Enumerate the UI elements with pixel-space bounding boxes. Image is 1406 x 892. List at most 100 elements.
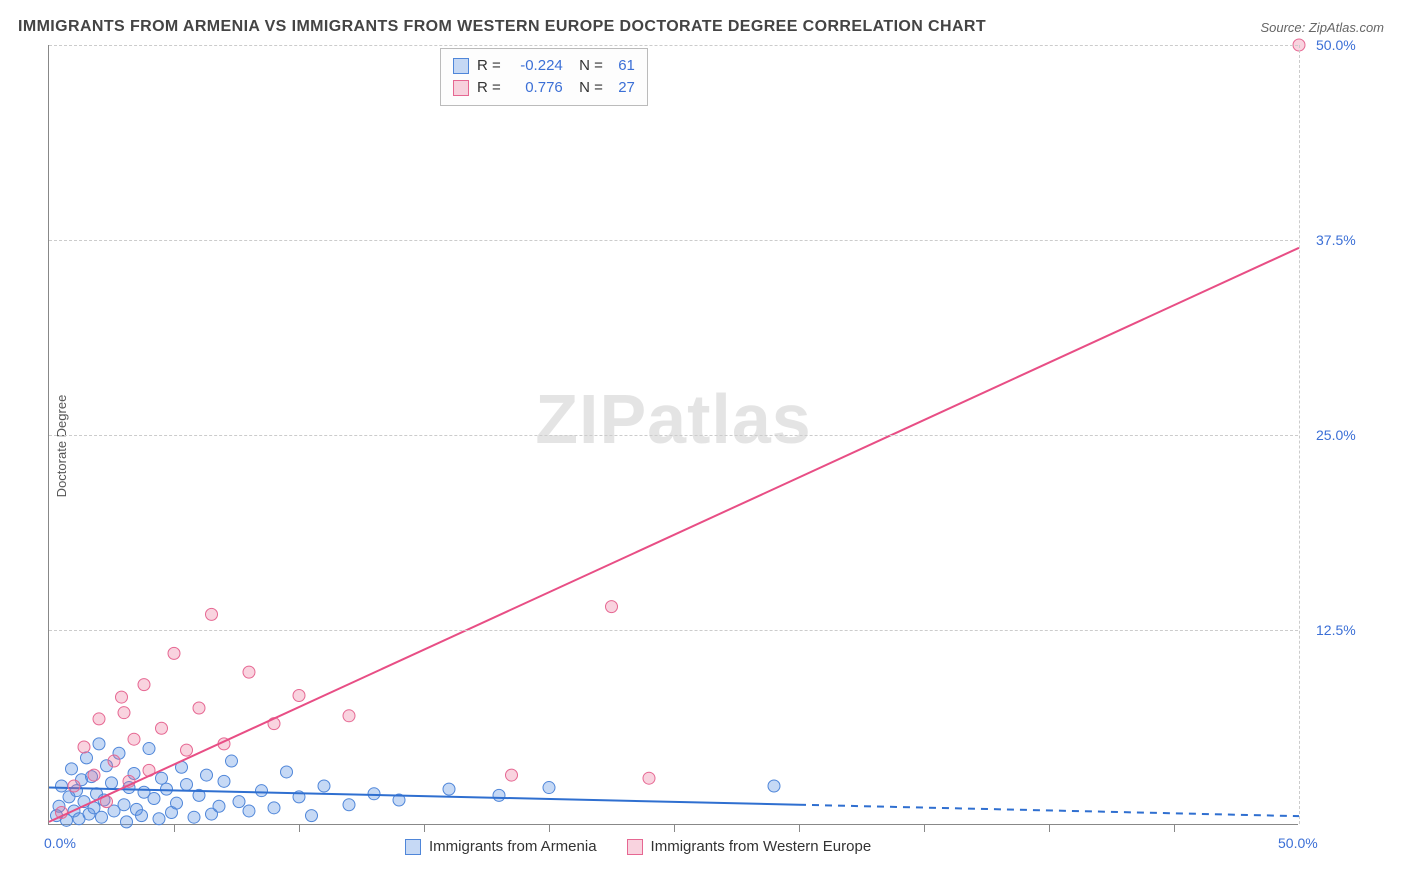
data-point <box>88 769 100 781</box>
legend-n-label: N = <box>571 55 603 77</box>
x-tick <box>299 825 300 832</box>
legend-row: R = 0.776 N = 27 <box>453 77 635 99</box>
trend-line <box>49 788 799 805</box>
source-attribution: Source: ZipAtlas.com <box>1260 20 1384 35</box>
gridline-v <box>1299 45 1300 824</box>
data-point <box>233 796 245 808</box>
legend-swatch <box>405 839 421 855</box>
y-tick-label: 25.0% <box>1316 427 1356 443</box>
data-point <box>156 722 168 734</box>
data-point <box>116 691 128 703</box>
data-point <box>96 811 108 823</box>
data-point <box>148 792 160 804</box>
series-legend-label: Immigrants from Armenia <box>429 838 597 855</box>
data-point <box>143 743 155 755</box>
gridline-h <box>49 240 1298 241</box>
data-point <box>318 780 330 792</box>
legend-n-value: 61 <box>611 55 635 77</box>
data-point <box>106 777 118 789</box>
data-point <box>368 788 380 800</box>
data-point <box>188 811 200 823</box>
data-point <box>201 769 213 781</box>
legend-swatch <box>453 80 469 96</box>
data-point <box>306 810 318 822</box>
x-max-label: 50.0% <box>1278 835 1318 851</box>
data-point <box>66 763 78 775</box>
chart-title: IMMIGRANTS FROM ARMENIA VS IMMIGRANTS FR… <box>18 18 986 36</box>
data-point <box>93 738 105 750</box>
legend-r-label: R = <box>477 77 501 99</box>
data-point <box>268 802 280 814</box>
data-point <box>171 797 183 809</box>
data-point <box>281 766 293 778</box>
data-point <box>118 799 130 811</box>
x-tick <box>174 825 175 832</box>
data-point <box>243 666 255 678</box>
gridline-h <box>49 630 1298 631</box>
series-legend-label: Immigrants from Western Europe <box>651 838 872 855</box>
data-point <box>213 800 225 812</box>
data-point <box>193 702 205 714</box>
legend-n-value: 27 <box>611 77 635 99</box>
data-point <box>156 772 168 784</box>
data-point <box>543 782 555 794</box>
x-tick <box>424 825 425 832</box>
data-point <box>293 690 305 702</box>
x-tick <box>924 825 925 832</box>
data-point <box>121 816 133 828</box>
data-point <box>56 780 68 792</box>
gridline-h <box>49 435 1298 436</box>
data-point <box>606 601 618 613</box>
y-tick-label: 12.5% <box>1316 622 1356 638</box>
data-point <box>343 799 355 811</box>
legend-row: R = -0.224 N = 61 <box>453 55 635 77</box>
data-point <box>81 752 93 764</box>
data-point <box>161 783 173 795</box>
data-point <box>118 707 130 719</box>
data-point <box>206 608 218 620</box>
legend-swatch <box>453 58 469 74</box>
data-point <box>136 810 148 822</box>
x-tick <box>1174 825 1175 832</box>
correlation-legend: R = -0.224 N = 61R = 0.776 N = 27 <box>440 48 648 106</box>
trend-line <box>49 248 1299 822</box>
legend-r-value: -0.224 <box>509 55 563 77</box>
x-tick <box>674 825 675 832</box>
data-point <box>256 785 268 797</box>
data-point <box>506 769 518 781</box>
trend-line-dashed <box>799 805 1299 816</box>
data-point <box>493 789 505 801</box>
legend-n-label: N = <box>571 77 603 99</box>
series-legend: Immigrants from Armenia Immigrants from W… <box>405 838 871 855</box>
legend-r-label: R = <box>477 55 501 77</box>
series-legend-item: Immigrants from Western Europe <box>627 838 872 855</box>
data-point <box>643 772 655 784</box>
data-point <box>343 710 355 722</box>
y-tick-label: 50.0% <box>1316 37 1356 53</box>
data-point <box>108 755 120 767</box>
data-point <box>768 780 780 792</box>
data-point <box>138 679 150 691</box>
data-point <box>153 813 165 825</box>
gridline-h <box>49 45 1298 46</box>
data-point <box>93 713 105 725</box>
data-point <box>218 775 230 787</box>
x-origin-label: 0.0% <box>44 835 76 851</box>
legend-r-value: 0.776 <box>509 77 563 99</box>
x-tick <box>799 825 800 832</box>
data-point <box>181 744 193 756</box>
data-point <box>128 733 140 745</box>
legend-swatch <box>627 839 643 855</box>
data-point <box>443 783 455 795</box>
x-tick <box>549 825 550 832</box>
data-point <box>181 778 193 790</box>
data-point <box>68 780 80 792</box>
data-point <box>226 755 238 767</box>
data-point <box>168 647 180 659</box>
data-point <box>78 741 90 753</box>
series-legend-item: Immigrants from Armenia <box>405 838 597 855</box>
x-tick <box>1049 825 1050 832</box>
plot-area: ZIPatlas <box>48 45 1298 825</box>
data-point <box>243 805 255 817</box>
y-tick-label: 37.5% <box>1316 232 1356 248</box>
